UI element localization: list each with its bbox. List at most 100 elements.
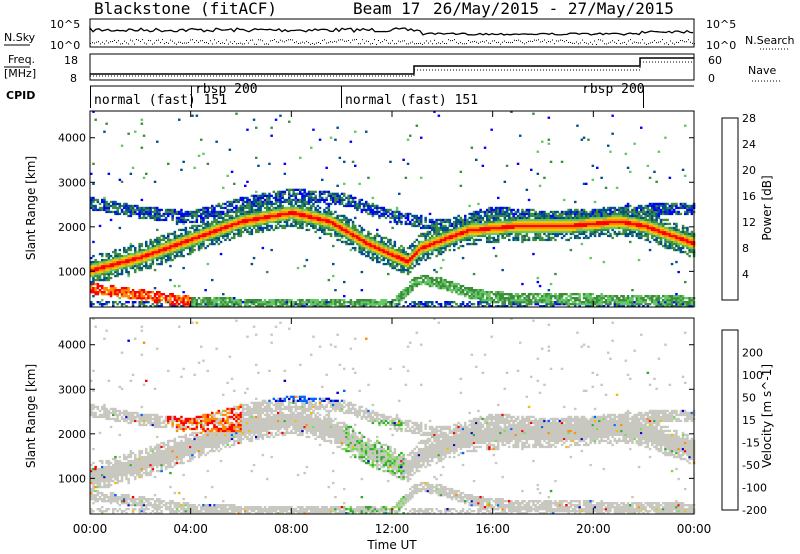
- power-cell: [195, 212, 199, 216]
- power-cell: [158, 293, 161, 296]
- power-cell: [459, 303, 463, 306]
- power-cell: [288, 198, 291, 202]
- power-cell: [127, 214, 130, 218]
- power-cell: [490, 222, 493, 226]
- power-cell: [486, 228, 489, 232]
- freq-right-tick-low: 0: [708, 72, 715, 85]
- power-cell: [534, 214, 537, 218]
- power-cell: [503, 236, 507, 240]
- power-cell: [318, 212, 322, 216]
- power-cell: [439, 266, 443, 270]
- power-cell: [160, 250, 163, 254]
- power-cell: [358, 303, 361, 306]
- power-cell: [222, 210, 225, 214]
- power-cell: [156, 303, 159, 306]
- power-cell: [501, 224, 504, 228]
- power-cell: [554, 216, 557, 220]
- power-cell: [246, 224, 249, 228]
- power-cell: [369, 244, 372, 248]
- power-cell: [213, 234, 216, 238]
- power-cell: [466, 289, 469, 292]
- power-cell: [140, 289, 144, 292]
- power-cell: [167, 250, 170, 254]
- power-cell: [398, 293, 401, 296]
- power-cell: [127, 264, 130, 268]
- power-cell: [415, 238, 419, 242]
- power-cell: [435, 234, 438, 238]
- power-cell: [556, 301, 559, 304]
- power-cell: [556, 224, 559, 228]
- power-cell: [472, 212, 476, 216]
- power-cell: [494, 216, 498, 220]
- power-cell: [103, 270, 106, 274]
- power-cell: [439, 228, 443, 232]
- power-cell: [178, 248, 181, 252]
- power-cell: [523, 228, 526, 232]
- noise-dot: [292, 39, 293, 41]
- power-cell: [483, 230, 487, 234]
- power-cell: [393, 256, 397, 260]
- power-cell: [208, 214, 212, 218]
- power-cell: [140, 293, 144, 296]
- power-cell: [367, 301, 370, 304]
- power-cell: [303, 208, 306, 212]
- power-cell: [362, 228, 366, 232]
- power-cell: [230, 202, 234, 206]
- power-cell: [314, 230, 317, 234]
- power-cell: [246, 210, 249, 214]
- noise-dot: [256, 43, 257, 45]
- power-cell: [547, 224, 551, 228]
- power-cell: [290, 194, 293, 197]
- power-cell: [208, 222, 212, 226]
- noise-dot: [212, 43, 213, 45]
- power-cell: [549, 222, 553, 226]
- power-cell: [384, 254, 388, 258]
- power-cell: [255, 208, 258, 212]
- power-cell: [266, 198, 269, 202]
- power-cell: [151, 303, 155, 306]
- power-cell: [175, 248, 179, 252]
- power-cell: [237, 214, 240, 218]
- power-cell: [263, 301, 267, 304]
- power-cell: [114, 301, 117, 304]
- power-cell: [206, 224, 210, 228]
- power-cell: [552, 214, 555, 218]
- power-cell: [206, 238, 210, 242]
- power-cell: [171, 252, 174, 256]
- power-cell: [510, 295, 513, 298]
- power-cell: [519, 297, 522, 300]
- power-cell: [532, 295, 535, 298]
- power-cell: [360, 252, 364, 256]
- power-cell: [171, 210, 174, 214]
- power-cell: [283, 303, 287, 306]
- power-cell: [173, 212, 177, 216]
- power-cell: [263, 216, 267, 220]
- power-cell: [211, 232, 214, 236]
- power-cell: [140, 297, 144, 300]
- power-cell: [457, 226, 460, 230]
- power-cell: [217, 210, 221, 214]
- power-cell: [327, 206, 331, 210]
- power-cell: [323, 226, 326, 230]
- power-cell: [395, 206, 399, 210]
- power-cell: [281, 299, 284, 302]
- power-cell: [233, 228, 236, 232]
- power-cell: [131, 208, 135, 212]
- power-cell: [391, 266, 394, 270]
- noise-dot: [570, 41, 571, 43]
- power-cell: [90, 206, 93, 210]
- noise-dot: [298, 43, 299, 44]
- power-cell: [230, 299, 234, 302]
- power-cell: [472, 297, 476, 300]
- power-cell: [103, 202, 106, 206]
- power-cell: [389, 258, 392, 262]
- power-cell: [191, 242, 194, 246]
- power-cell: [413, 252, 416, 256]
- power-cell: [327, 214, 331, 218]
- power-cell: [204, 301, 207, 304]
- power-cell: [131, 301, 135, 304]
- power-cell: [195, 208, 199, 212]
- power-cell: [406, 138, 410, 141]
- power-cell: [299, 212, 302, 216]
- power-cell: [96, 200, 100, 204]
